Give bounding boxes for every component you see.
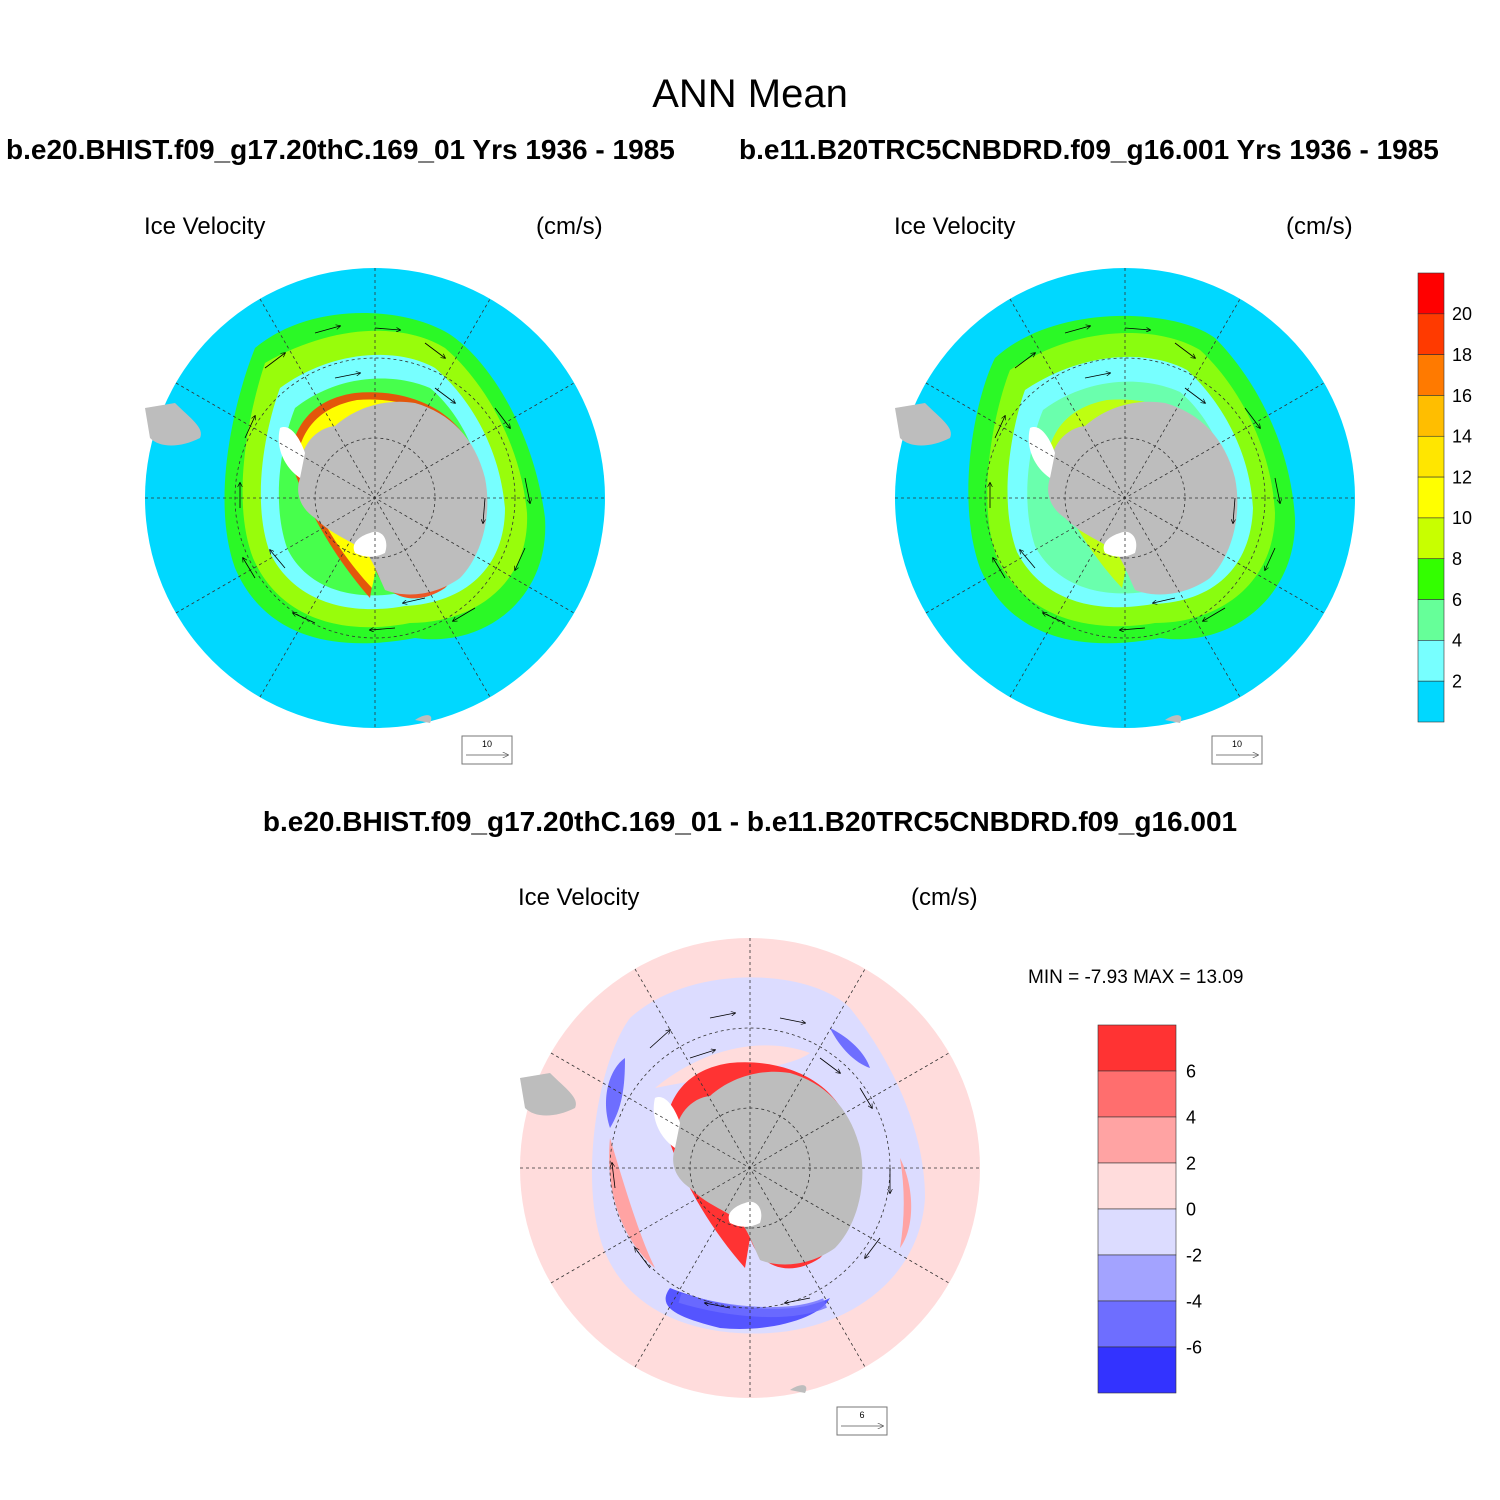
min-max-stats: MIN = -7.93 MAX = 13.09 <box>1028 967 1244 988</box>
colorbar-swatch <box>1097 1300 1177 1348</box>
velocity-vectors <box>990 326 1280 630</box>
polar-map-right <box>895 268 1355 728</box>
colorbar-label: 2 <box>1186 1153 1196 1173</box>
colorbar-swatch <box>1417 599 1445 641</box>
colorbar-label: 14 <box>1452 427 1472 447</box>
colorbar-swatch <box>1417 476 1445 519</box>
diff-title: b.e20.BHIST.f09_g17.20thC.169_01 - b.e11… <box>262 806 1238 837</box>
colorbar-swatch <box>1417 435 1445 478</box>
graticule <box>145 268 605 728</box>
colorbar-swatch <box>1417 640 1445 682</box>
colorbar-label: 16 <box>1452 386 1472 406</box>
velocity-vectors <box>612 1013 890 1309</box>
colorbar-swatch <box>1417 354 1445 396</box>
colorbar-label: -6 <box>1186 1337 1202 1357</box>
ref-vector-box-right: 10 <box>1211 735 1263 765</box>
units-label-left: (cm/s) <box>536 213 603 240</box>
colorbar-swatch <box>1417 558 1445 600</box>
ice-shelf-ross <box>1103 531 1137 557</box>
colorbar-label: 2 <box>1452 671 1462 691</box>
field-label-left: Ice Velocity <box>144 213 266 240</box>
colorbar-label: -4 <box>1186 1291 1202 1311</box>
ref-vector-label-diff: 6 <box>859 1410 864 1420</box>
land-south-america <box>520 1073 576 1116</box>
land-south-america <box>895 403 951 446</box>
main-title: ANN Mean <box>652 72 848 116</box>
colorbar-label: 0 <box>1186 1199 1196 1219</box>
colorbar-label: 4 <box>1452 631 1462 651</box>
colorbar-swatch <box>1097 1116 1177 1164</box>
case-title-left: b.e20.BHIST.f09_g17.20thC.169_01 Yrs 193… <box>6 134 675 165</box>
ice-shelf-ross <box>728 1201 762 1227</box>
ref-vector-label-left: 10 <box>482 739 492 749</box>
land-south-america <box>145 403 201 446</box>
colorbar-label: 12 <box>1452 467 1472 487</box>
colorbar-label: -2 <box>1186 1245 1202 1265</box>
units-label-diff: (cm/s) <box>911 884 978 911</box>
colorbar-label: 6 <box>1186 1061 1196 1081</box>
colorbar-swatch <box>1417 313 1445 355</box>
colorbar-label: 6 <box>1452 590 1462 610</box>
colorbar-swatch <box>1097 1162 1177 1210</box>
graticule <box>895 268 1355 728</box>
colorbar-swatch <box>1097 1070 1177 1118</box>
ice-shelf-weddell <box>1028 427 1055 478</box>
ice-shelf-weddell <box>278 427 305 478</box>
polar-map-difference <box>520 938 980 1398</box>
field-label-diff: Ice Velocity <box>518 884 640 911</box>
units-label-right: (cm/s) <box>1286 213 1353 240</box>
colorbar-label: 4 <box>1186 1107 1196 1127</box>
ice-shelf-weddell <box>653 1097 680 1148</box>
colorbar-label: 10 <box>1452 508 1472 528</box>
colorbar-swatch <box>1097 1346 1177 1394</box>
ref-vector-box-diff: 6 <box>836 1406 888 1436</box>
colorbar-label: 20 <box>1452 304 1472 324</box>
polar-map-left <box>145 268 605 728</box>
colorbar-velocity: 20 18 16 14 12 10 8 6 4 2 <box>1417 272 1472 723</box>
colorbar-swatch <box>1417 272 1445 315</box>
colorbar-swatch <box>1097 1254 1177 1302</box>
ref-vector-label-right: 10 <box>1232 739 1242 749</box>
colorbar-swatch <box>1417 680 1445 723</box>
ice-shelf-ross <box>353 531 387 557</box>
field-label-right: Ice Velocity <box>894 213 1016 240</box>
colorbar-swatch <box>1097 1024 1177 1072</box>
colorbar-swatch <box>1097 1208 1177 1256</box>
colorbar-label: 18 <box>1452 345 1472 365</box>
case-title-right: b.e11.B20TRC5CNBDRD.f09_g16.001 Yrs 1936… <box>739 134 1439 165</box>
colorbar-difference: 6 4 2 0 -2 -4 -6 <box>1097 1024 1202 1394</box>
colorbar-label: 8 <box>1452 549 1462 569</box>
ref-vector-box-left: 10 <box>461 735 513 765</box>
velocity-vectors <box>240 326 530 630</box>
colorbar-swatch <box>1417 395 1445 437</box>
colorbar-swatch <box>1417 517 1445 560</box>
